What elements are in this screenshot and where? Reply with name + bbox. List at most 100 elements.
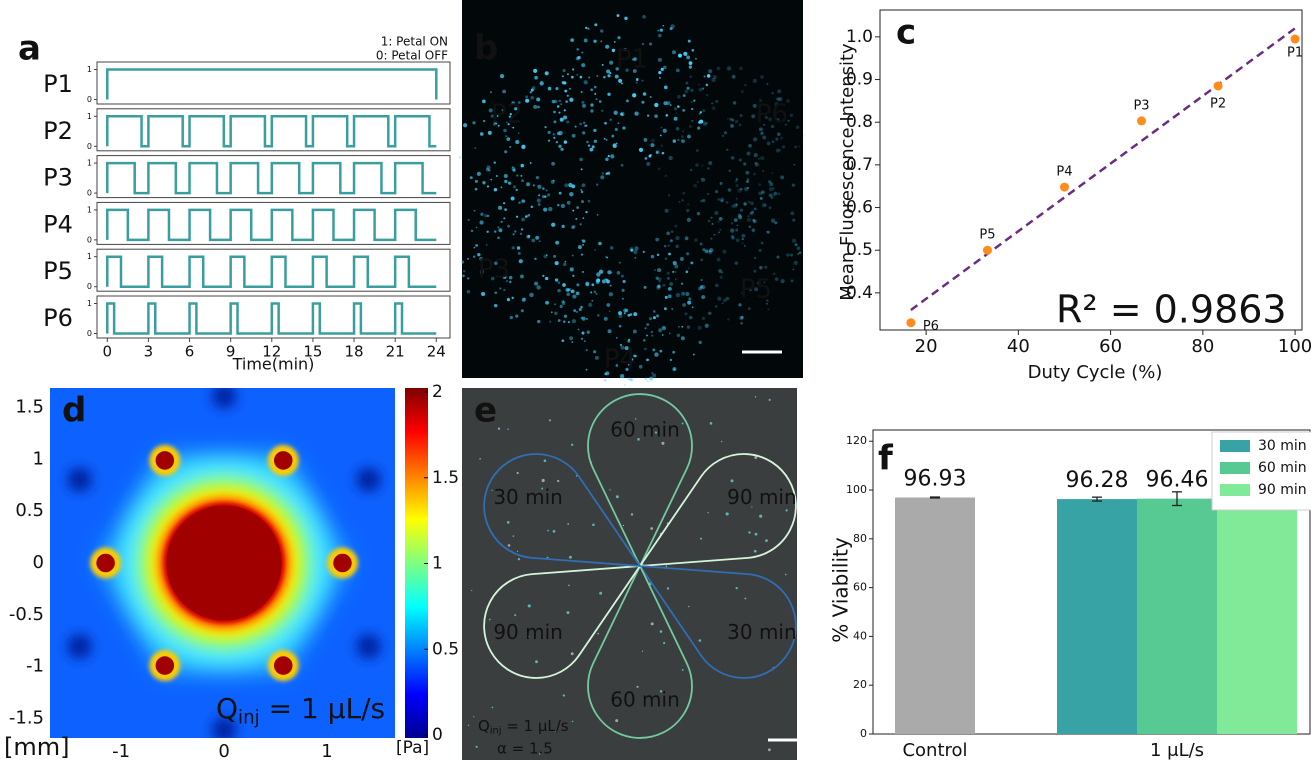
cell [719,228,722,231]
cell [511,296,514,300]
cell [500,186,503,189]
cell [768,193,772,198]
cell [748,287,753,292]
cell [646,162,651,166]
cell [684,89,689,94]
cell [760,156,765,161]
cell [710,216,713,219]
cell [685,81,689,85]
cell [686,208,690,213]
y-tick-label: 1 [33,448,44,469]
cell [657,284,661,289]
speck [635,418,637,420]
cell [503,217,506,220]
cell [537,105,540,109]
x-tick-label: 12 [262,343,281,361]
cell [628,338,631,341]
cell [558,191,562,195]
cell [594,249,597,251]
petal-label: P1 [616,45,648,75]
speck [557,479,560,483]
cell [477,252,481,257]
y-axis-label: Mean Fluorescence Intensity [837,43,858,301]
cell [557,203,560,207]
cell [630,248,634,252]
cell [576,48,579,51]
speck [659,690,663,693]
cell [711,102,714,105]
cell [695,163,699,167]
cell [580,190,584,194]
cell [731,118,735,122]
x-tick-label: 20 [915,336,938,357]
point-label: P5 [979,228,995,243]
cell [493,123,496,126]
petal-label: 30 min [493,485,563,509]
x-axis-label: Time(min) [232,355,315,374]
y-tick-label: 0 [87,189,92,198]
cell [512,185,517,189]
speck [507,544,511,547]
cell [646,323,650,326]
cell [700,199,703,203]
cell [519,274,524,279]
speck [547,529,549,532]
cell [537,184,542,189]
cell [776,132,781,137]
x-tick-label: Control [902,740,967,760]
cell [661,152,664,155]
cell [571,341,574,343]
cell [578,308,582,312]
panel-letter: c [896,13,916,53]
cell [794,243,798,247]
y-tick-label: 1 [87,65,92,74]
cell [768,117,772,122]
speck [754,456,758,459]
cell [571,133,576,138]
cell [712,75,717,80]
cell [752,78,757,83]
cell [553,254,557,258]
cell [538,194,541,197]
cell [618,314,623,319]
cell [506,298,511,302]
cell [581,51,584,54]
colorbar-label: 1 [432,554,443,574]
y-tick-label: 0 [87,329,92,338]
cell [620,274,624,278]
cell [566,73,569,76]
cell [516,246,521,250]
cell [702,198,706,203]
cell [796,246,801,251]
cell [656,314,660,318]
cell [604,121,607,125]
cell [582,271,584,273]
cell [554,311,558,315]
cell [673,368,676,371]
row-label: P6 [43,304,73,332]
cell [629,313,633,316]
cell [618,311,622,316]
cell [520,174,523,177]
cell [551,222,556,227]
speck [552,530,556,533]
speck [571,720,574,723]
cell [643,138,648,142]
cell [688,65,693,69]
cell [649,95,652,99]
cell [730,234,734,239]
cell [536,198,541,203]
bar [895,497,975,734]
cell [779,149,782,152]
cell [570,75,574,79]
cell [798,145,801,148]
cell [512,126,515,129]
cell [727,188,732,192]
cell [754,256,757,259]
cell [663,101,668,106]
cell [758,183,762,187]
cell [775,118,780,122]
cell [630,358,634,361]
cell [594,355,599,360]
